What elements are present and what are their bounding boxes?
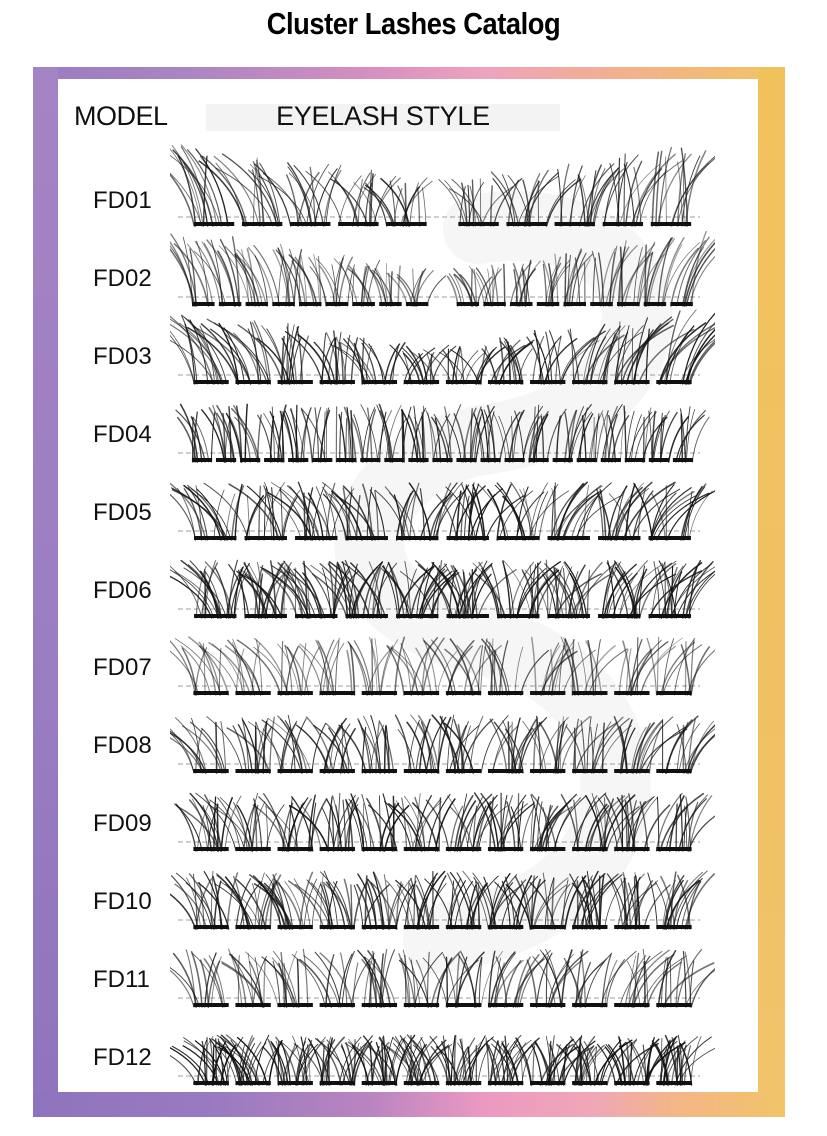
frame-left-edge	[33, 67, 58, 1117]
model-code-label: FD04	[93, 420, 152, 448]
table-row: FD08	[58, 704, 758, 782]
model-code-label: FD09	[93, 810, 152, 838]
column-header-style-background	[206, 104, 560, 131]
model-code-label: FD06	[93, 576, 152, 604]
lash-strip-image	[175, 403, 710, 463]
model-code-label: FD07	[93, 654, 152, 682]
lash-strip-image	[170, 230, 715, 307]
table-row: FD05	[58, 471, 758, 549]
model-code-label: FD12	[93, 1043, 152, 1071]
table-row: FD01	[58, 144, 758, 237]
table-row: FD07	[58, 626, 758, 704]
table-row: FD02	[58, 230, 758, 315]
frame-right-edge	[758, 67, 785, 1117]
model-code-label: FD02	[93, 264, 152, 292]
model-code-label: FD05	[93, 498, 152, 526]
lash-strip-image	[170, 636, 715, 697]
model-code-label: FD08	[93, 732, 152, 760]
table-row: FD10	[58, 860, 758, 938]
lash-strip-image	[170, 559, 715, 619]
lash-strip-image	[170, 714, 715, 775]
lash-strip-image	[170, 481, 715, 541]
table-row: FD11	[58, 938, 758, 1016]
model-code-label: FD01	[93, 187, 152, 214]
table-row: FD09	[58, 782, 758, 860]
lash-strip-image	[170, 870, 715, 930]
lash-strip-image	[170, 144, 715, 227]
lash-strip-image	[170, 1034, 715, 1086]
model-code-label: FD10	[93, 888, 152, 916]
lash-strip-image	[170, 948, 715, 1008]
page-title: Cluster Lashes Catalog	[266, 6, 561, 41]
lash-strip-image	[170, 309, 715, 385]
lash-strip-image	[174, 792, 715, 852]
table-row: FD04	[58, 393, 758, 471]
frame-bottom-edge	[33, 1092, 785, 1117]
table-row: FD03	[58, 309, 758, 393]
column-header-eyelash-style: EYELASH STYLE	[276, 101, 490, 131]
table-row: FD12	[58, 1016, 758, 1092]
catalog-panel: MODEL EYELASH STYLE FD01 FD02 FD03 FD04 FD05…	[58, 79, 758, 1092]
model-code-label: FD11	[93, 966, 150, 993]
column-header-model: MODEL	[74, 101, 168, 131]
table-row: FD06	[58, 549, 758, 627]
model-code-label: FD03	[93, 342, 152, 370]
